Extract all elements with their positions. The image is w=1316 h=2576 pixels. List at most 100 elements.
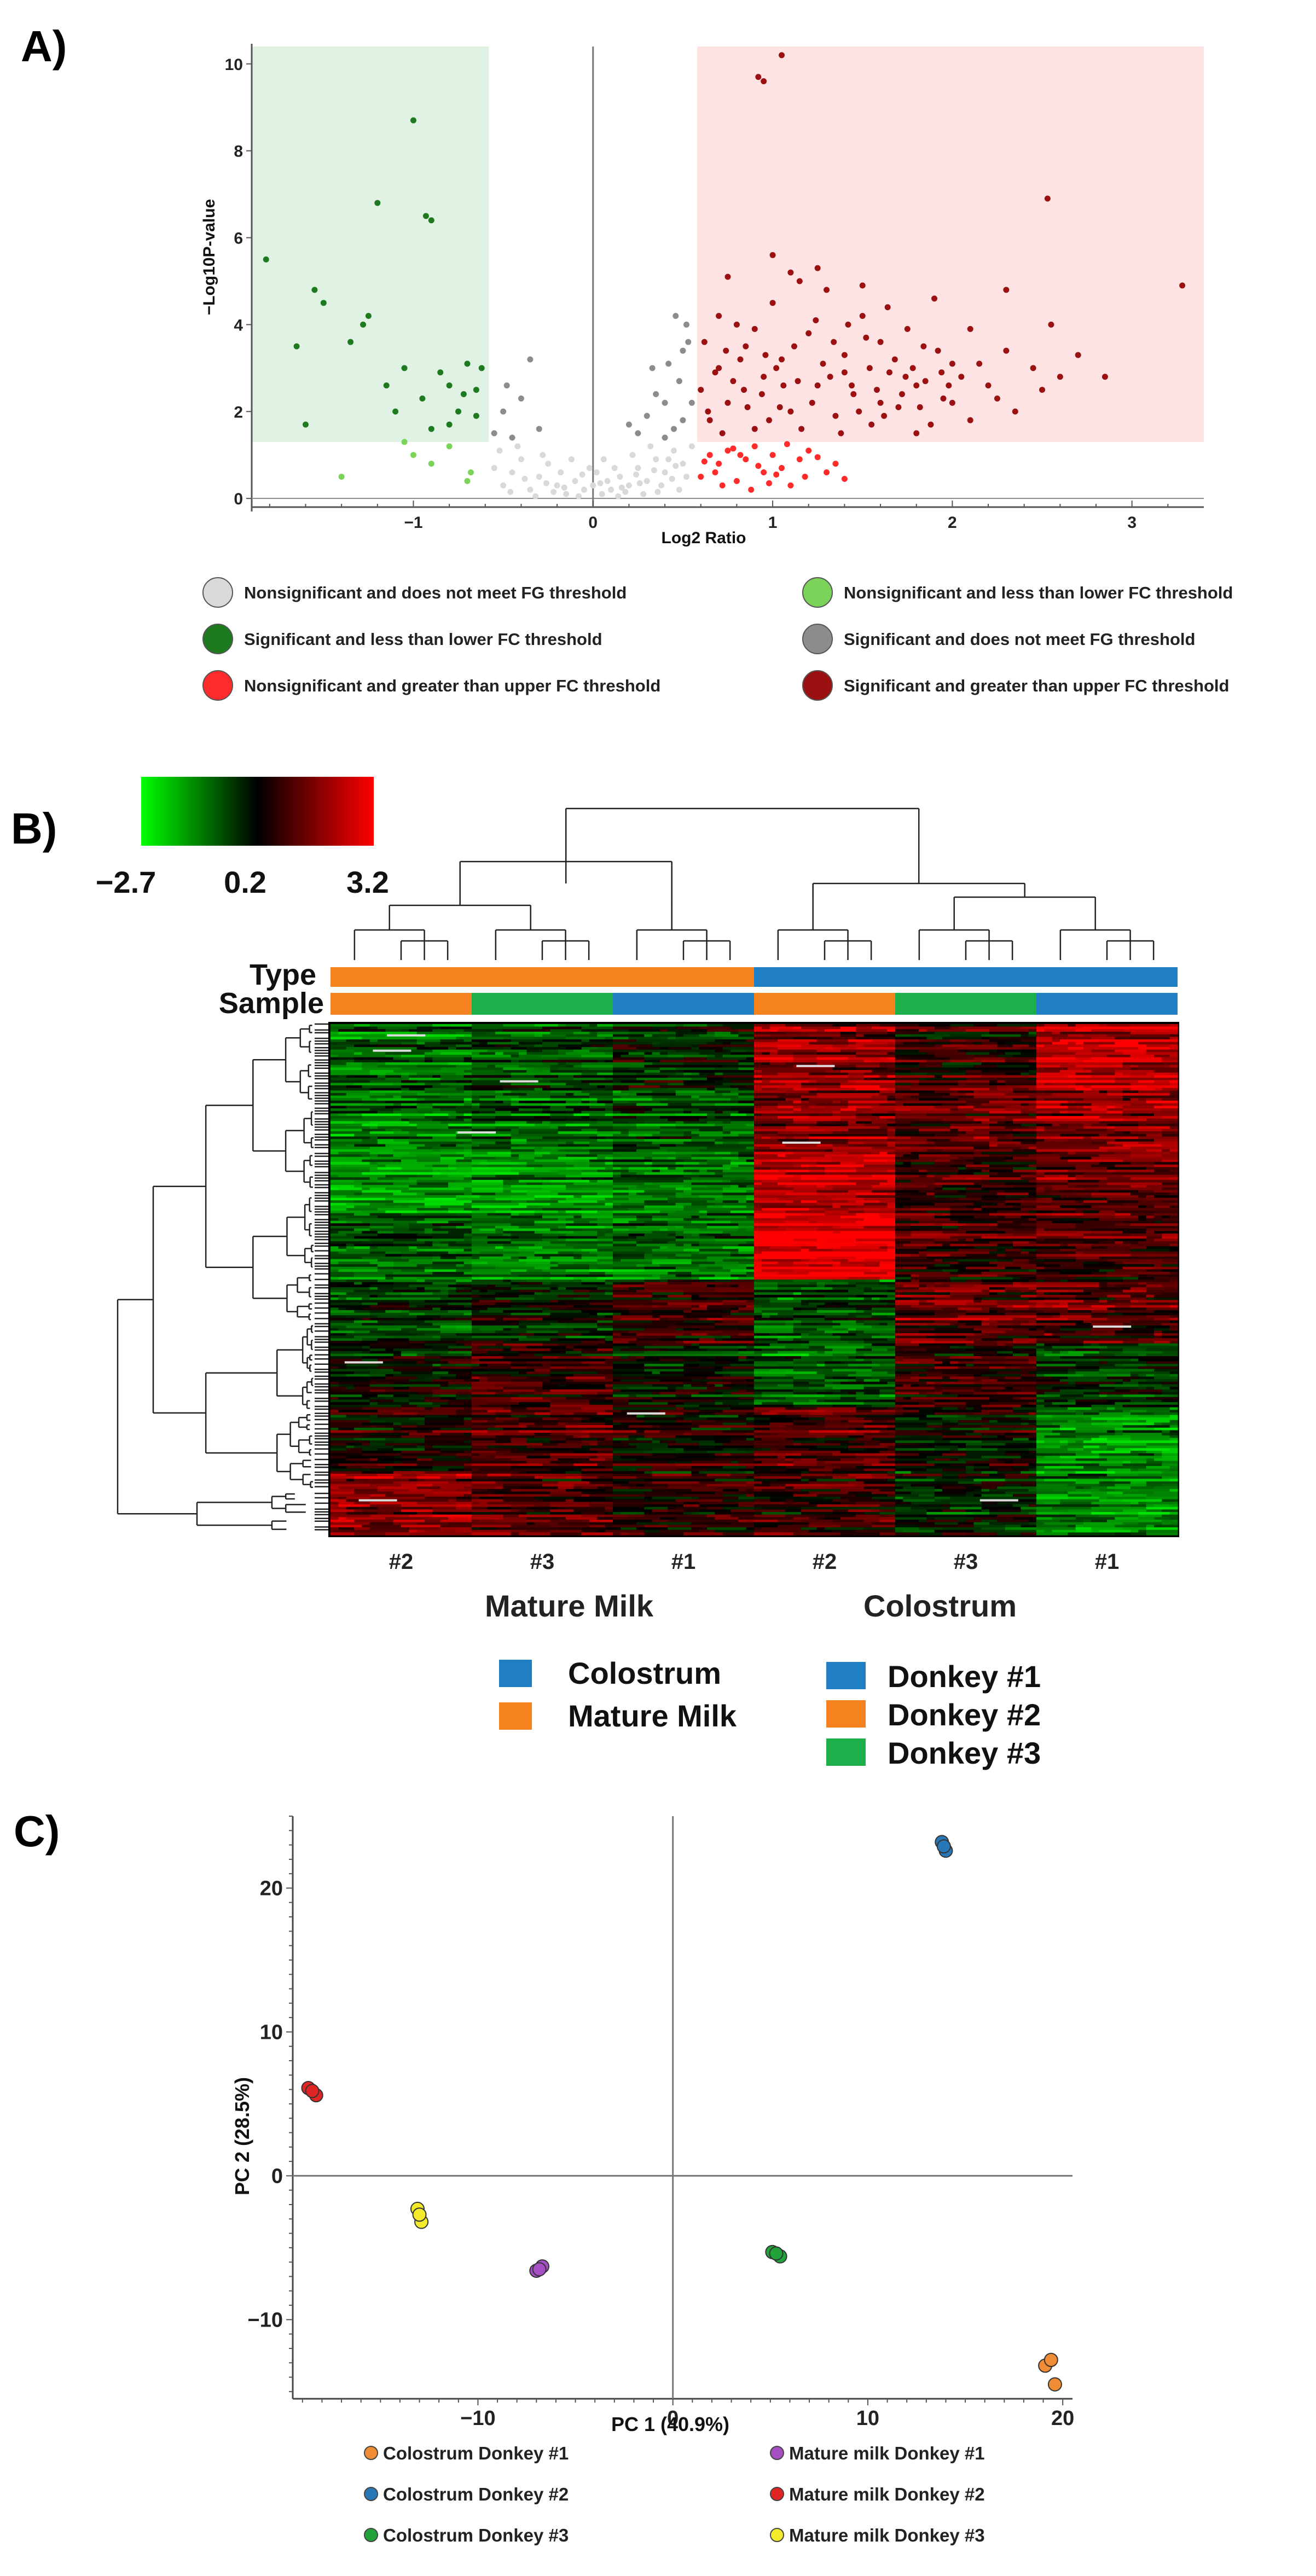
heatmap-cell (519, 1096, 550, 1098)
heatmap-cell (519, 1295, 558, 1298)
heatmap-cell (346, 1507, 378, 1510)
heatmap-cell (762, 1162, 793, 1165)
heatmap-cell (613, 1328, 645, 1331)
heatmap-cell (526, 1366, 550, 1369)
data-point (827, 374, 833, 380)
heatmap-cell (448, 1481, 472, 1484)
heatmap-cell (331, 1451, 362, 1453)
heatmap-cell (511, 1085, 550, 1088)
heatmap-cell (582, 1446, 613, 1449)
heatmap-cell (558, 1507, 566, 1510)
heatmap-cell (472, 1144, 480, 1147)
heatmap-cell (691, 1044, 699, 1047)
heatmap-cell (331, 1344, 370, 1346)
heatmap-cell (338, 1042, 370, 1045)
heatmap-cell (338, 1384, 354, 1387)
heatmap-cell (636, 1188, 676, 1190)
heatmap-cell (409, 1073, 417, 1075)
heatmap-cell (495, 1218, 527, 1221)
heatmap-cell (644, 1428, 660, 1431)
heatmap-cell (362, 1481, 393, 1484)
data-point (647, 443, 653, 449)
heatmap-cell (417, 1318, 433, 1321)
heatmap-cell (535, 1024, 559, 1027)
heatmap-cell (440, 1080, 456, 1083)
heatmap-cell (652, 1231, 676, 1234)
heatmap-cell (495, 1302, 519, 1305)
heatmap-cell (888, 1113, 896, 1116)
heatmap-cell (872, 1108, 896, 1111)
heatmap-cell (409, 1177, 440, 1180)
heatmap-cell (472, 1075, 511, 1078)
heatmap-cell (613, 1044, 629, 1047)
heatmap-cell (346, 1446, 355, 1449)
sample-annotation (895, 993, 1036, 1015)
heatmap-cell (448, 1047, 456, 1050)
heatmap-cell (715, 1198, 746, 1201)
heatmap-cell (597, 1154, 613, 1157)
heatmap-cell (535, 1353, 543, 1356)
heatmap-cell (636, 1290, 645, 1293)
heatmap-cell (550, 1134, 574, 1137)
heatmap-cell (683, 1412, 715, 1415)
heatmap-cell (644, 1111, 683, 1114)
heatmap-cell (605, 1428, 613, 1431)
heatmap-cell (495, 1070, 503, 1073)
heatmap-cell (495, 1298, 535, 1300)
heatmap-cell (503, 1330, 527, 1333)
heatmap-cell (354, 1057, 393, 1060)
heatmap-cell (676, 1405, 700, 1408)
heatmap-cell (448, 1351, 472, 1354)
heatmap-cell (401, 1073, 409, 1075)
heatmap-cell (526, 1216, 542, 1218)
heatmap-cell (621, 1512, 636, 1515)
heatmap-cell (425, 1052, 440, 1055)
heatmap-cell (676, 1234, 692, 1236)
heatmap-cell (652, 1165, 684, 1167)
heatmap-cell (699, 1446, 715, 1449)
heatmap-cell (573, 1275, 605, 1277)
heatmap-cell (573, 1328, 598, 1331)
heatmap-cell (354, 1027, 370, 1030)
heatmap-cell (605, 1175, 613, 1178)
heatmap-cell (370, 1096, 394, 1098)
heatmap-cell (503, 1180, 519, 1183)
heatmap-cell (393, 1461, 402, 1464)
heatmap-cell (582, 1101, 590, 1103)
heatmap-cell (550, 1315, 589, 1318)
heatmap-cell (793, 1147, 833, 1149)
data-point (680, 461, 686, 467)
heatmap-cell (644, 1356, 652, 1359)
heatmap-cell (331, 1152, 339, 1155)
heatmap-cell (660, 1147, 676, 1149)
heatmap-cell (668, 1257, 676, 1259)
heatmap-cell (393, 1183, 418, 1185)
heatmap-cell (738, 1277, 754, 1280)
heatmap-cell (331, 1060, 355, 1062)
data-point (653, 456, 659, 462)
y-tick-label: 4 (234, 316, 243, 334)
heatmap-cell (582, 1512, 606, 1515)
data-point (514, 443, 520, 449)
heatmap-cell (660, 1379, 692, 1382)
heatmap-cell (644, 1499, 676, 1502)
heatmap-cell (613, 1374, 621, 1377)
heatmap-cell (519, 1060, 543, 1062)
heatmap-cell (691, 1305, 699, 1308)
heatmap-cell (417, 1195, 456, 1198)
heatmap-cell (691, 1384, 715, 1387)
heatmap-cell (613, 1154, 621, 1157)
heatmap-cell (621, 1356, 629, 1359)
heatmap-cell (331, 1062, 346, 1065)
heatmap-cell (401, 1088, 409, 1091)
heatmap-cell (417, 1502, 456, 1504)
heatmap-cell (542, 1216, 574, 1218)
heatmap-cell (864, 1165, 896, 1167)
heatmap-cell (613, 1530, 645, 1533)
heatmap-cell (582, 1249, 598, 1252)
heatmap-cell (668, 1446, 699, 1449)
heatmap-cell (535, 1147, 543, 1149)
heatmap-cell (629, 1234, 645, 1236)
heatmap-cell (715, 1376, 754, 1379)
heatmap-cell (864, 1044, 888, 1047)
